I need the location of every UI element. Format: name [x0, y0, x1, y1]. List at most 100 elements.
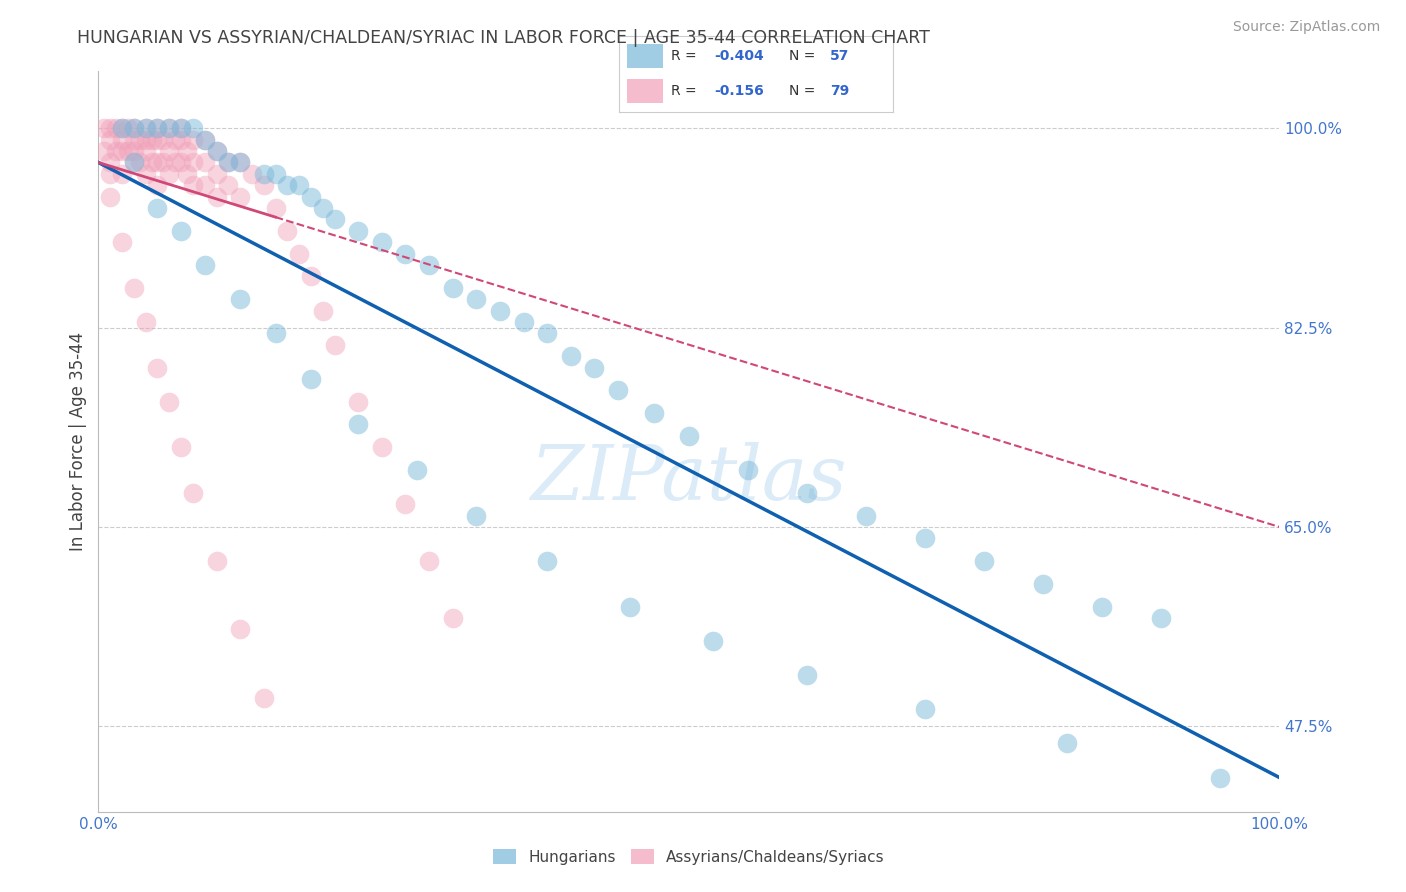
Point [176, 167, 198, 181]
Point [299, 269, 322, 284]
Point [141, 155, 163, 169]
Bar [627, 44, 662, 69]
Point [264, 201, 287, 215]
Point [141, 133, 163, 147]
Point [146, 121, 169, 136]
Point [181, 485, 204, 500]
Point [165, 133, 187, 147]
Point [117, 121, 139, 136]
Point [105, 121, 128, 136]
Point [205, 144, 228, 158]
Point [299, 189, 322, 203]
Point [217, 155, 239, 169]
Point [157, 167, 180, 181]
Point [135, 121, 157, 136]
Point [607, 384, 630, 398]
Point [288, 178, 311, 193]
Point [796, 668, 818, 682]
Text: ZIPatlas: ZIPatlas [530, 442, 848, 516]
Point [536, 326, 558, 341]
Point [394, 497, 416, 511]
Point [170, 121, 193, 136]
Point [371, 440, 394, 454]
Point [205, 189, 228, 203]
Point [229, 155, 252, 169]
Point [98, 133, 121, 147]
Point [98, 189, 121, 203]
Point [122, 155, 145, 169]
Point [347, 417, 370, 432]
Point [418, 554, 440, 568]
Point [205, 144, 228, 158]
Point [583, 360, 606, 375]
Point [253, 690, 276, 705]
Point [264, 326, 287, 341]
Point [371, 235, 394, 250]
Point [194, 155, 217, 169]
Point [111, 133, 134, 147]
Point [181, 155, 204, 169]
Point [111, 144, 134, 158]
Point [152, 133, 174, 147]
Point [181, 133, 204, 147]
Point [157, 144, 180, 158]
Point [117, 144, 139, 158]
Point [347, 394, 370, 409]
Point [176, 144, 198, 158]
Point [229, 189, 252, 203]
Point [194, 133, 217, 147]
Point [98, 167, 121, 181]
Point [312, 201, 335, 215]
Point [146, 178, 169, 193]
Point [323, 337, 346, 351]
Point [135, 167, 157, 181]
Point [165, 155, 187, 169]
Point [170, 133, 193, 147]
Text: HUNGARIAN VS ASSYRIAN/CHALDEAN/SYRIAC IN LABOR FORCE | AGE 35-44 CORRELATION CHA: HUNGARIAN VS ASSYRIAN/CHALDEAN/SYRIAC IN… [77, 29, 931, 46]
Point [253, 178, 276, 193]
Point [146, 133, 169, 147]
Point [170, 121, 193, 136]
Legend: Hungarians, Assyrians/Chaldeans/Syriacs: Hungarians, Assyrians/Chaldeans/Syriacs [486, 843, 891, 871]
Point [157, 394, 180, 409]
Point [157, 121, 180, 136]
Point [276, 178, 298, 193]
Point [181, 178, 204, 193]
Point [111, 167, 134, 181]
Point [135, 133, 157, 147]
Point [1091, 599, 1114, 614]
Text: -0.156: -0.156 [714, 84, 765, 98]
Point [914, 532, 936, 546]
Point [855, 508, 877, 523]
Point [122, 144, 145, 158]
Point [181, 121, 204, 136]
Point [973, 554, 995, 568]
Point [122, 121, 145, 136]
Point [276, 224, 298, 238]
Point [347, 224, 370, 238]
Bar [627, 78, 662, 103]
Point [205, 167, 228, 181]
Text: Source: ZipAtlas.com: Source: ZipAtlas.com [1233, 20, 1381, 34]
Point [205, 554, 228, 568]
Point [122, 281, 145, 295]
Point [643, 406, 665, 420]
Point [1209, 771, 1232, 785]
Point [914, 702, 936, 716]
Text: N =: N = [789, 84, 820, 98]
Point [299, 372, 322, 386]
Point [441, 611, 464, 625]
Point [93, 121, 115, 136]
Point [122, 121, 145, 136]
Point [217, 155, 239, 169]
Point [128, 155, 150, 169]
Point [312, 303, 335, 318]
Point [560, 349, 582, 363]
Point [229, 623, 252, 637]
Point [194, 178, 217, 193]
Point [194, 258, 217, 272]
Text: -0.404: -0.404 [714, 49, 765, 63]
Point [111, 235, 134, 250]
Point [394, 246, 416, 260]
Text: R =: R = [671, 84, 700, 98]
